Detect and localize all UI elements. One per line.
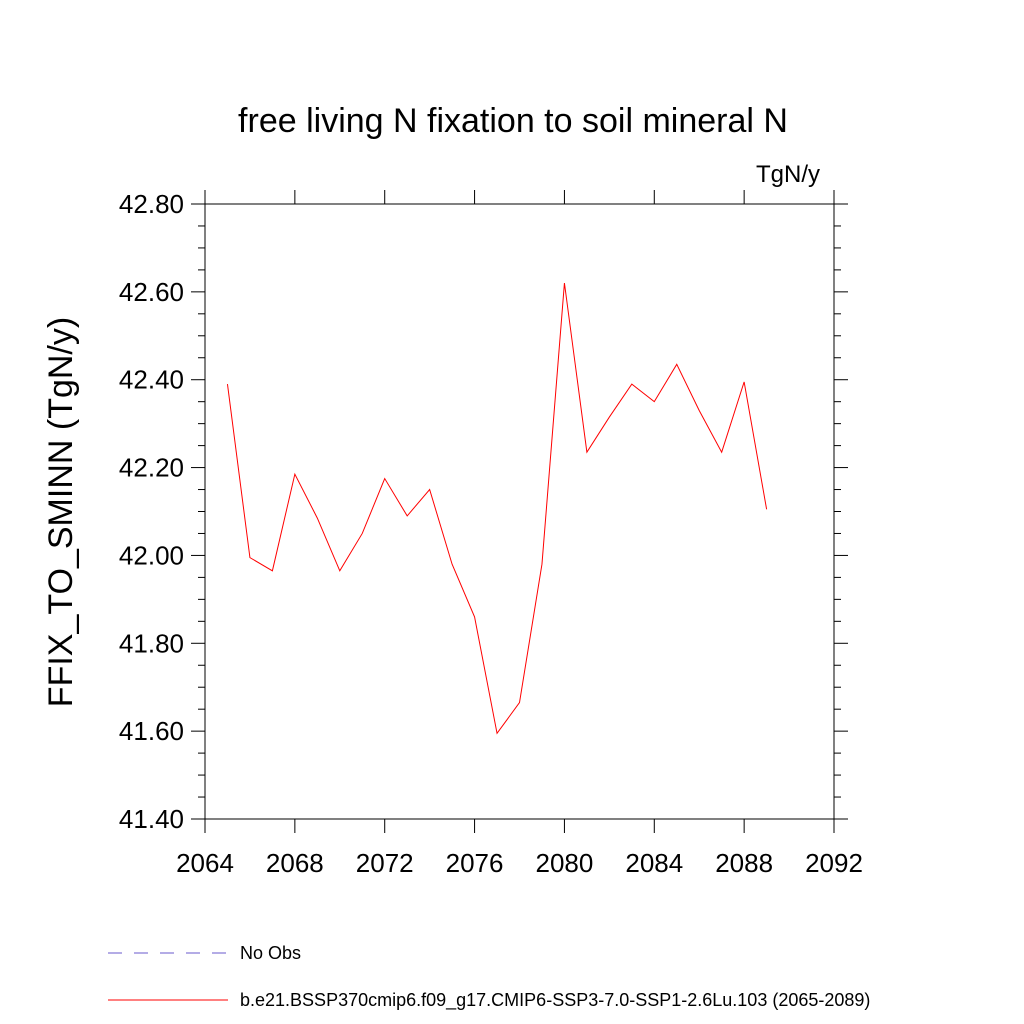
y-tick-label: 41.80 — [119, 628, 184, 658]
y-tick-label: 42.60 — [119, 277, 184, 307]
units-label: TgN/y — [756, 161, 820, 188]
y-tick-label: 42.40 — [119, 365, 184, 395]
x-tick-label: 2092 — [805, 848, 863, 878]
legend-label-model-run: b.e21.BSSP370cmip6.f09_g17.CMIP6-SSP3-7.… — [240, 990, 870, 1011]
legend-label-no-obs: No Obs — [240, 943, 301, 963]
x-axis-ticks: 2064 2068 2072 2076 2080 2084 2088 2092 — [176, 190, 863, 878]
x-tick-label: 2072 — [356, 848, 414, 878]
x-tick-label: 2076 — [446, 848, 504, 878]
x-tick-label: 2084 — [625, 848, 683, 878]
y-tick-label: 41.40 — [119, 804, 184, 834]
x-tick-label: 2088 — [715, 848, 773, 878]
y-tick-label: 42.20 — [119, 453, 184, 483]
series-lines — [226, 283, 768, 735]
x-tick-label: 2064 — [176, 848, 234, 878]
y-tick-label: 41.60 — [119, 716, 184, 746]
plot-frame — [204, 203, 835, 820]
y-tick-label: 42.00 — [119, 540, 184, 570]
y-tick-label: 42.80 — [119, 189, 184, 219]
series-line-0 — [226, 283, 768, 735]
y-axis-ticks: 41.40 41.60 41.80 42.00 42.20 42.40 42.60 42.80 — [119, 189, 848, 834]
chart-title: free living N fixation to soil mineral N — [238, 102, 788, 140]
x-tick-label: 2068 — [266, 848, 324, 878]
y-axis-label: FFIX_TO_SMINN (TgN/y) — [42, 317, 80, 707]
legend: No Obs b.e21.BSSP370cmip6.f09_g17.CMIP6-… — [108, 943, 870, 1011]
x-tick-label: 2080 — [536, 848, 594, 878]
